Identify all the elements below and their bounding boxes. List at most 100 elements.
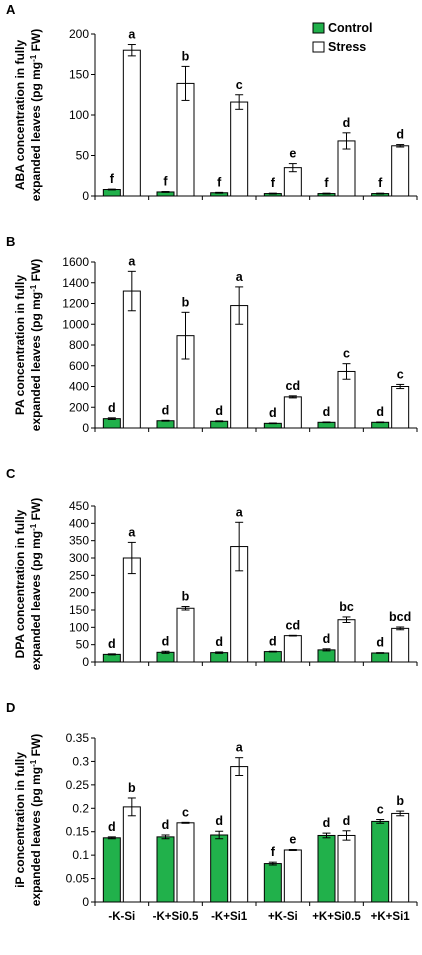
y-tick-label: 0 <box>82 895 89 909</box>
significance-letter: e <box>289 147 296 161</box>
y-tick-label: 150 <box>69 68 89 82</box>
bar-stress <box>176 607 195 663</box>
category-label: -K+Si0.5 <box>153 911 199 923</box>
significance-letter: cd <box>286 618 301 632</box>
bar-stress <box>230 766 249 903</box>
bar-control <box>263 863 282 903</box>
bar-control <box>102 653 121 663</box>
bar-control <box>156 420 175 429</box>
y-tick-label: 0.3 <box>72 754 89 768</box>
significance-letter: c <box>182 805 189 819</box>
significance-letter: d <box>376 405 384 419</box>
significance-letter: b <box>396 794 404 808</box>
y-tick-label: 400 <box>69 380 89 394</box>
y-tick-label: 100 <box>69 108 89 122</box>
significance-letter: b <box>182 49 190 63</box>
significance-letter: d <box>215 404 223 418</box>
significance-letter: d <box>323 816 331 830</box>
y-tick-label: 200 <box>69 586 89 600</box>
y-tick-label: 1400 <box>62 276 89 290</box>
category-label: -K+Si1 <box>211 911 248 923</box>
significance-letter: bcd <box>389 610 411 624</box>
significance-letter: d <box>215 814 223 828</box>
y-axis-title-line1: PA concentration in fully <box>13 275 27 415</box>
y-tick-label: 200 <box>69 400 89 414</box>
significance-letter: d <box>343 814 351 828</box>
significance-letter: f <box>110 172 115 186</box>
y-tick-label: 0.1 <box>72 848 89 862</box>
y-tick-label: 0.2 <box>72 801 89 815</box>
panel-label: C <box>6 466 16 481</box>
bar-stress <box>176 822 195 903</box>
bar-control <box>156 836 175 903</box>
bar-stress <box>283 635 302 663</box>
significance-letter: f <box>163 175 168 189</box>
y-tick-label: 0 <box>82 655 89 669</box>
bar-control <box>317 421 336 429</box>
y-axis-title-line2: expanded leaves (pg mg-1 FW) <box>29 498 44 671</box>
bar-control <box>210 834 229 903</box>
significance-letter: f <box>324 176 329 190</box>
y-tick-label: 0.25 <box>66 778 90 792</box>
significance-letter: a <box>128 28 136 42</box>
panel-D: DiP concentration in fully expanded leave… <box>6 700 418 923</box>
y-tick-label: 350 <box>69 534 89 548</box>
bar-control <box>371 652 390 663</box>
y-tick-label: 1600 <box>62 255 89 269</box>
significance-letter: d <box>396 128 404 142</box>
significance-letter: d <box>269 406 277 420</box>
bar-stress <box>337 834 356 903</box>
y-tick-label: 450 <box>69 499 89 513</box>
bar-control <box>371 820 390 903</box>
significance-letter: b <box>182 295 190 309</box>
y-tick-label: 0.35 <box>66 731 90 745</box>
significance-letter: d <box>162 634 170 648</box>
bar-control <box>210 420 229 429</box>
y-tick-label: 50 <box>76 638 90 652</box>
bar-control <box>102 418 121 429</box>
significance-letter: f <box>271 176 276 190</box>
y-tick-label: 400 <box>69 516 89 530</box>
y-tick-label: 800 <box>69 338 89 352</box>
significance-letter: f <box>217 175 222 189</box>
significance-letter: d <box>162 818 170 832</box>
significance-letter: bc <box>339 600 354 614</box>
bar-control <box>317 834 336 903</box>
significance-letter: a <box>236 270 244 284</box>
bar-stress <box>122 290 141 429</box>
significance-letter: a <box>128 254 136 268</box>
category-label: +K+Si1 <box>371 911 411 923</box>
significance-letter: c <box>397 367 404 381</box>
y-axis-title-line2: expanded leaves (pg mg-1 FW) <box>29 734 44 907</box>
significance-letter: a <box>236 741 244 755</box>
significance-letter: d <box>269 634 277 648</box>
bar-control <box>317 649 336 663</box>
bar-control <box>371 421 390 429</box>
y-axis-title-line1: DPA concentration in fully <box>13 509 27 658</box>
legend-label-stress: Stress <box>328 40 366 54</box>
category-label: -K-Si <box>108 911 135 923</box>
y-axis-title-line1: ABA concentration in fully <box>13 40 27 191</box>
bar-stress <box>283 849 302 903</box>
bar-stress <box>391 386 410 429</box>
significance-letter: d <box>162 403 170 417</box>
y-tick-label: 150 <box>69 603 89 617</box>
y-axis-title-line1: iP concentration in fully <box>13 752 27 888</box>
significance-letter: d <box>343 116 351 130</box>
bar-control <box>263 651 282 663</box>
significance-letter: b <box>128 781 136 795</box>
legend-swatch-stress <box>312 41 325 53</box>
bar-stress <box>337 370 356 429</box>
significance-letter: d <box>108 820 116 834</box>
legend-swatch-control <box>312 22 325 34</box>
y-tick-label: 0.15 <box>66 825 90 839</box>
y-tick-label: 1000 <box>62 317 89 331</box>
bar-stress <box>122 806 141 903</box>
significance-letter: a <box>128 525 136 539</box>
panel-label: D <box>6 700 15 715</box>
legend: Control Stress <box>312 21 372 54</box>
bar-stress <box>391 627 410 663</box>
bar-control <box>210 652 229 663</box>
significance-letter: b <box>182 590 190 604</box>
